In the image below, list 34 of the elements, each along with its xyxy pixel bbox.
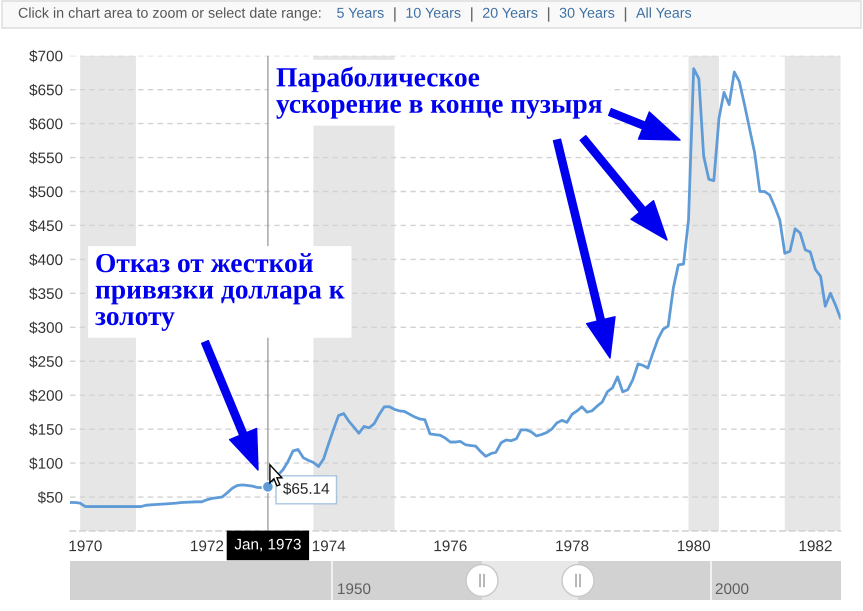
text: 1950 xyxy=(338,583,370,594)
y-tick-label: $300 xyxy=(29,322,62,334)
text: 20 Years xyxy=(482,8,538,18)
line-series xyxy=(70,67,841,508)
text: 2000 xyxy=(716,583,748,594)
annotation: Параболическое ускорение в конце пузыря xyxy=(276,66,602,119)
text: Click in chart area to zoom or select date range: xyxy=(18,7,320,21)
y-tick-label: $150 xyxy=(29,423,62,436)
y-tick-label: $650 xyxy=(29,84,62,96)
text: 5 Years xyxy=(337,8,384,18)
y-tick-label: $350 xyxy=(29,288,62,300)
x-tick-label: 1974 xyxy=(312,540,346,552)
ref-line-label: Jan, 1973 xyxy=(234,538,301,552)
y-tick-label: $100 xyxy=(29,457,62,470)
text: 10 Years xyxy=(406,8,461,18)
y-tick-label: $250 xyxy=(29,355,62,368)
x-tick-label: 1972 xyxy=(191,540,224,552)
x-tick-label: 1976 xyxy=(434,540,467,552)
y-tick-label: $500 xyxy=(29,186,62,198)
y-tick-label: $200 xyxy=(29,389,62,402)
text: All Years xyxy=(636,7,692,18)
y-tick-label: $50 xyxy=(38,491,62,504)
y-tick-label: $400 xyxy=(29,254,62,266)
y-tick-label: $600 xyxy=(29,118,62,130)
x-tick-label: 1978 xyxy=(556,540,588,552)
data-label: $65.14 xyxy=(283,482,330,495)
y-tick-label: $450 xyxy=(29,220,62,232)
text: 30 Years xyxy=(560,8,614,18)
x-tick-label: 1970 xyxy=(70,540,102,552)
x-tick-label: 1980 xyxy=(678,540,710,552)
annotation: Отказ от жесткой привязки доллара к золоту xyxy=(95,253,345,331)
y-tick-label: $700 xyxy=(29,50,62,62)
x-tick-label: 1982 xyxy=(800,540,832,552)
y-tick-label: $550 xyxy=(29,152,62,164)
